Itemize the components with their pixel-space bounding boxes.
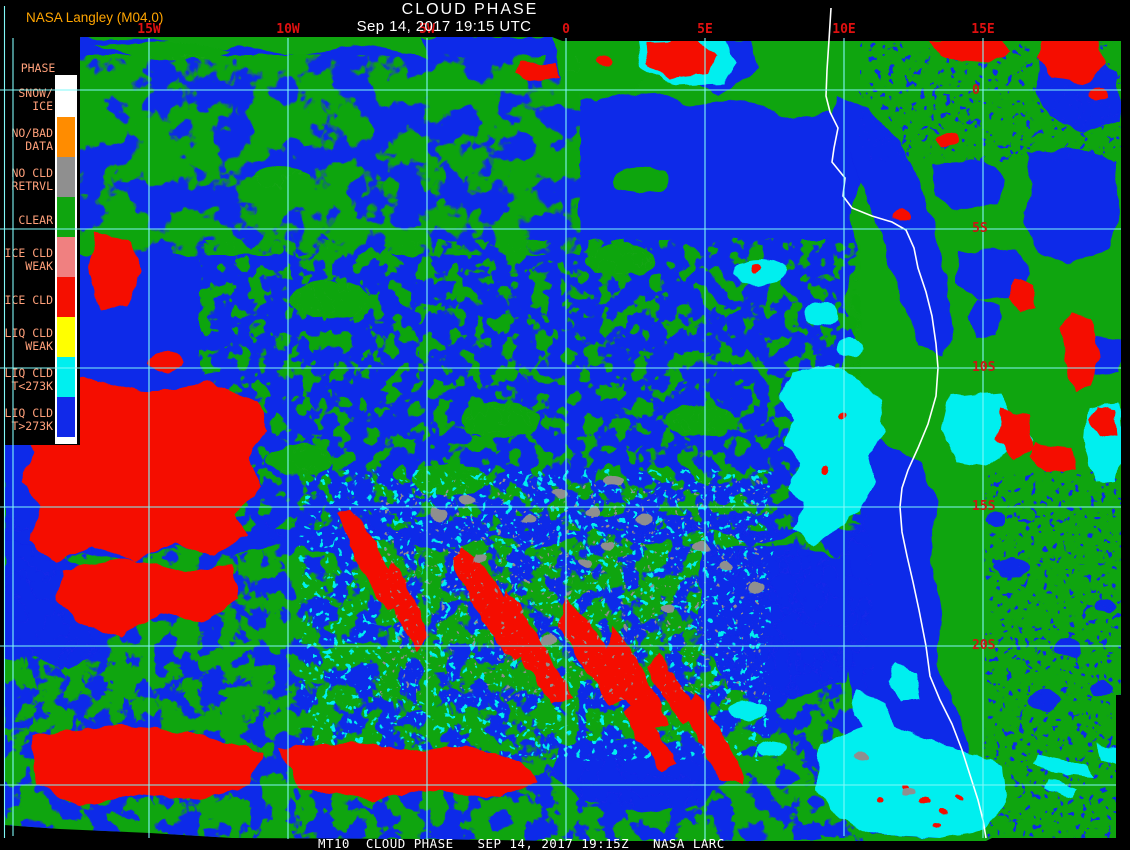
lon-tick-label: 10W	[276, 22, 300, 37]
lat-tick-label: 15S	[972, 499, 996, 514]
page-title: CLOUD PHASE	[401, 1, 539, 18]
lat-tick-label: 10S	[972, 360, 996, 375]
lon-tick-label: 5E	[697, 22, 713, 37]
swatch-clear	[57, 197, 75, 237]
legend-label: NO/BAD	[11, 126, 53, 140]
legend-labels: SNOW/ ICE NO/BAD DATA NO CLD RETRVL CLEA…	[5, 86, 54, 433]
legend-label: RETRVL	[11, 179, 53, 193]
swatch-liq-cld-cold	[57, 357, 75, 397]
lon-tick-label: 5W	[419, 22, 435, 37]
legend-label: NO CLD	[11, 166, 53, 180]
lat-tick-label: 20S	[972, 638, 996, 653]
timestamp-subtitle: Sep 14, 2017 19:15 UTC	[356, 18, 532, 35]
legend-label: ICE CLD	[5, 293, 54, 307]
legend-label: WEAK	[25, 339, 53, 353]
swatch-no-cld-retrvl	[57, 157, 75, 197]
legend: PHASE SNOW/ ICE NO/BAD DATA NO CLD RETRV…	[0, 30, 80, 445]
legend-label: SNOW/	[18, 86, 53, 100]
legend-label: LIQ CLD	[5, 366, 54, 380]
legend-label: T>273K	[11, 419, 53, 433]
legend-label: T<273K	[11, 379, 53, 393]
grid-lines	[0, 6, 1121, 841]
legend-label: CLEAR	[18, 213, 53, 227]
legend-label: ICE CLD	[5, 246, 54, 260]
lat-tick-label: 5S	[972, 221, 988, 236]
footer-caption: MT10 CLOUD PHASE SEP 14, 2017 19:15Z NAS…	[318, 836, 725, 850]
swatch-liq-cld-weak	[57, 317, 75, 357]
latitude-labels: 0 5S 10S 15S 20S	[972, 83, 996, 653]
swatch-snow-ice	[57, 77, 75, 117]
legend-title: PHASE	[21, 61, 56, 75]
lon-tick-label: 0	[562, 22, 570, 37]
cloud-phase-raster	[4, 37, 1121, 841]
swatch-no-bad-data	[57, 117, 75, 157]
longitude-labels: 15W 10W 5W 0 5E 10E 15E	[137, 22, 994, 37]
lon-tick-label: 15E	[971, 22, 994, 37]
swatch-ice-cld-weak	[57, 237, 75, 277]
lat-tick-label: 0	[972, 83, 980, 98]
legend-colorbar	[57, 77, 75, 437]
swatch-liq-cld-warm	[57, 397, 75, 437]
legend-label: DATA	[25, 139, 53, 153]
legend-label: LIQ CLD	[5, 406, 54, 420]
legend-label: WEAK	[25, 259, 53, 273]
swatch-ice-cld	[57, 277, 75, 317]
lon-tick-label: 10E	[832, 22, 855, 37]
product-version-label: NASA Langley (M04.0)	[26, 10, 164, 25]
legend-label: ICE	[32, 99, 53, 113]
lon-tick-label: 15W	[137, 22, 161, 37]
legend-label: LIQ CLD	[5, 326, 54, 340]
